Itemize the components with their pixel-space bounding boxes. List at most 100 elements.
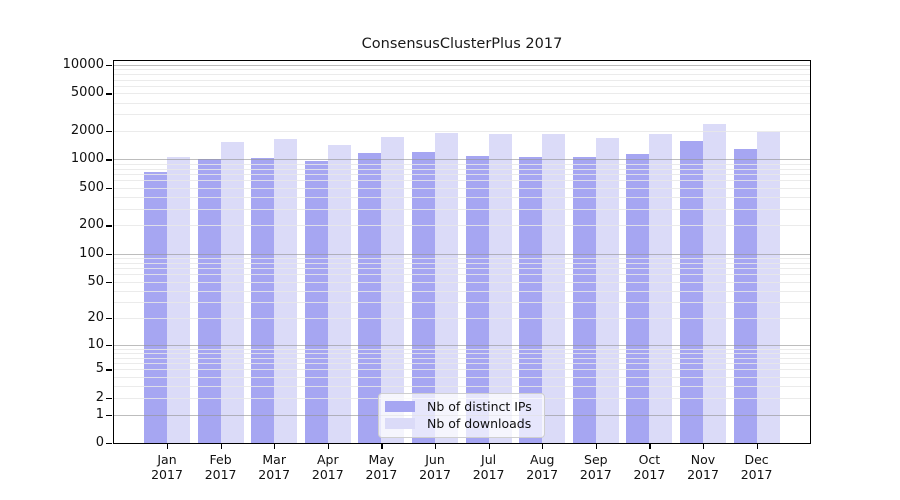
- x-axis-tick: [220, 444, 222, 449]
- gridline-minor: [113, 274, 811, 276]
- x-axis-tick: [756, 444, 758, 449]
- chart-title: ConsensusClusterPlus 2017: [361, 36, 563, 52]
- y-axis-tick-label: 1: [95, 406, 104, 422]
- gridline-minor: [113, 131, 811, 133]
- bar-distinct-ips-nov: [680, 141, 703, 443]
- gridline-major: [113, 344, 811, 346]
- y-axis-tick-label: 50: [87, 273, 104, 289]
- bar-downloads-dec: [756, 132, 780, 443]
- bar-distinct-ips-sep: [572, 157, 596, 443]
- bar-downloads-jul: [488, 134, 512, 443]
- gridline-minor: [113, 174, 811, 176]
- y-axis-tick-label: 10: [87, 336, 104, 352]
- y-axis-tick: [106, 414, 112, 416]
- bar-downloads-aug: [542, 133, 566, 443]
- gridline-minor: [113, 187, 811, 189]
- x-axis-month-label: Jun: [425, 452, 445, 467]
- y-axis-tick: [106, 281, 112, 283]
- gridline-minor: [113, 93, 811, 95]
- x-axis-month-label: Nov: [690, 452, 716, 467]
- gridline-minor: [113, 318, 811, 320]
- legend-label-downloads: Nb of downloads: [427, 416, 532, 431]
- x-axis-tick: [274, 444, 276, 449]
- y-axis-tick: [106, 253, 112, 255]
- gridline-minor: [113, 102, 811, 104]
- gridline-major: [113, 253, 811, 255]
- gridline-minor: [113, 268, 811, 270]
- y-axis-tick: [106, 65, 112, 67]
- gridline-minor: [113, 163, 811, 165]
- x-axis-year-label: 2017: [151, 467, 183, 482]
- x-axis-month-label: Feb: [209, 452, 232, 467]
- y-axis-tick: [106, 187, 112, 190]
- gridline-minor: [113, 257, 811, 259]
- x-axis-year-label: 2017: [204, 467, 237, 482]
- bar-distinct-ips-aug: [519, 157, 543, 443]
- y-axis-tick: [106, 159, 112, 161]
- y-axis-tick-label: 200: [79, 217, 104, 233]
- x-axis-year-label: 2017: [526, 467, 559, 482]
- x-axis-tick: [381, 444, 383, 449]
- bar-distinct-ips-mar: [251, 157, 275, 443]
- bar-distinct-ips-feb: [197, 158, 221, 443]
- gridline-minor: [113, 69, 811, 71]
- bar-downloads-sep: [595, 137, 619, 443]
- bar-downloads-nov: [703, 123, 726, 443]
- gridline-minor: [113, 363, 811, 365]
- bar-distinct-ips-jul: [465, 155, 489, 443]
- gridline-minor: [113, 208, 811, 210]
- x-axis-year-label: 2017: [365, 467, 398, 482]
- gridline-minor: [113, 357, 811, 359]
- gridline-minor: [113, 352, 811, 354]
- x-axis-tick: [595, 444, 598, 449]
- gridline-minor: [113, 197, 811, 198]
- gridline-minor: [113, 262, 811, 264]
- y-axis-tick: [106, 318, 112, 320]
- gridline-minor: [113, 79, 811, 81]
- legend-swatch-downloads: [385, 418, 415, 429]
- gridline-minor: [113, 302, 811, 304]
- y-axis-tick-label: 10000: [62, 57, 104, 72]
- gridline-minor: [113, 168, 811, 170]
- gridline-minor: [113, 225, 811, 227]
- gridline-minor: [113, 85, 811, 87]
- legend-item-distinct-ips: Nb of distinct IPs: [385, 398, 536, 415]
- gridline-minor: [113, 290, 811, 292]
- bar-downloads-oct: [649, 133, 673, 443]
- x-axis-year-label: 2017: [419, 467, 451, 482]
- gridline-minor: [113, 376, 811, 378]
- x-axis-month-label: Apr: [316, 452, 339, 467]
- y-axis-tick: [106, 225, 112, 227]
- x-axis-tick: [435, 444, 437, 449]
- bar-downloads-may: [381, 136, 405, 443]
- y-axis-tick-label: 5000: [70, 85, 104, 101]
- x-axis-month-label: Jul: [481, 452, 497, 467]
- x-axis-month-label: Jan: [157, 452, 177, 467]
- y-axis-tick: [106, 443, 112, 445]
- y-axis-tick: [106, 369, 112, 371]
- x-axis-month-label: Aug: [529, 452, 555, 467]
- bar-distinct-ips-jan: [144, 172, 167, 443]
- x-axis-tick: [542, 444, 544, 449]
- bar-downloads-jan: [167, 156, 190, 443]
- y-axis-tick: [106, 344, 112, 346]
- y-axis-tick-label: 1000: [70, 151, 104, 167]
- x-axis-year-label: 2017: [687, 467, 719, 482]
- legend-item-downloads: Nb of downloads: [385, 415, 536, 432]
- y-axis-tick-label: 2: [95, 389, 104, 405]
- gridline-minor: [113, 386, 811, 388]
- x-axis-year-label: 2017: [258, 467, 291, 482]
- gridline-minor: [113, 281, 811, 283]
- x-axis-month-label: Oct: [638, 452, 661, 467]
- x-axis-tick: [488, 444, 490, 449]
- gridline-minor: [113, 369, 811, 371]
- x-axis-month-label: Sep: [584, 452, 608, 467]
- x-axis-month-label: Dec: [744, 452, 769, 467]
- bar-downloads-feb: [220, 142, 244, 443]
- gridline-minor: [113, 114, 811, 116]
- x-axis-tick: [327, 444, 330, 449]
- x-axis-month-label: May: [368, 452, 395, 467]
- bar-downloads-apr: [327, 144, 351, 443]
